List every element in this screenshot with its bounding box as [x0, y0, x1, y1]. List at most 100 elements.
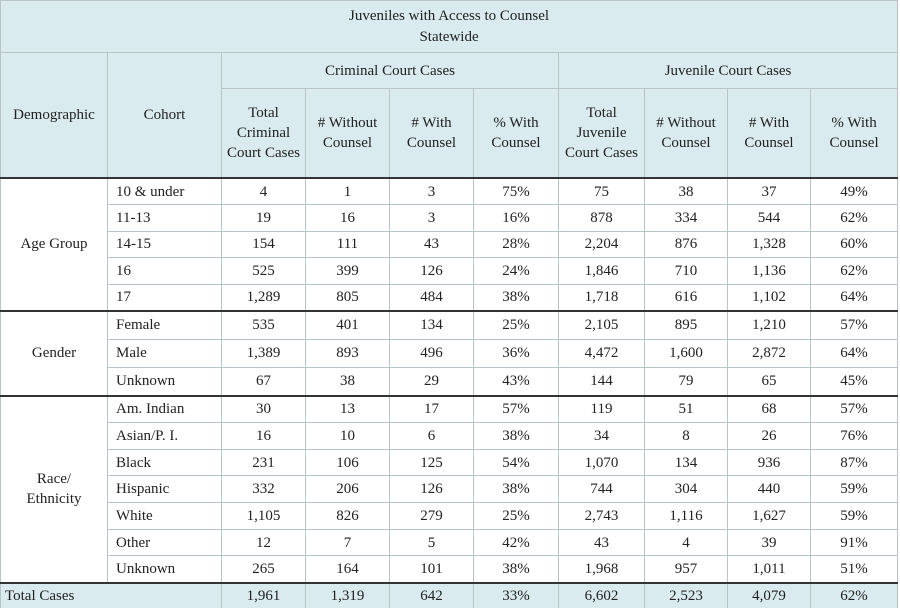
cohort-label: 11-13	[107, 204, 222, 232]
data-cell: 895	[644, 309, 728, 340]
data-cell: 43	[389, 230, 474, 259]
data-row: White 1,105 826 279 25% 2,743 1,116 1,627 59%	[1, 502, 899, 530]
data-cell: 744	[558, 475, 645, 504]
cohort-label: Hispanic	[107, 475, 222, 504]
data-cell: 5	[389, 528, 474, 557]
data-cell: 440	[727, 475, 811, 504]
data-cell: 38	[644, 177, 728, 206]
total-label: Total Cases	[0, 581, 222, 608]
data-cell: 64%	[809, 338, 899, 369]
data-cell: 45%	[809, 367, 899, 397]
subtitle: Statewide	[419, 28, 479, 45]
data-cell: 3	[389, 177, 474, 206]
data-cell: 59%	[809, 502, 899, 530]
data-cell: 30	[221, 394, 306, 424]
data-cell: 805	[305, 283, 390, 312]
total-cell: 1,961	[221, 581, 306, 608]
data-cell: 164	[305, 555, 390, 584]
cohort-label: Unknown	[107, 367, 222, 397]
data-cell: 57%	[809, 309, 899, 340]
data-cell: 38%	[473, 555, 559, 584]
total-cell: 6,602	[558, 581, 645, 608]
cohort-label: 17	[107, 283, 222, 312]
column-header: # With Counsel	[727, 88, 811, 179]
data-cell: 936	[727, 448, 811, 477]
data-row: 17 1,289 805 484 38% 1,718 616 1,102 64%	[1, 283, 899, 312]
data-cell: 957	[644, 555, 728, 584]
data-row: Unknown 67 38 29 43% 144 79 65 45%	[1, 367, 899, 397]
data-row: Gender Female 535 401 134 25% 2,105 895 1,210 57%	[0, 309, 899, 397]
data-cell: 111	[305, 230, 390, 259]
data-cell: 38%	[473, 283, 559, 312]
demographic-label: Age Group	[0, 177, 108, 312]
data-cell: 484	[389, 283, 474, 312]
group-header: Criminal Court Cases	[221, 52, 559, 89]
data-cell: 68	[727, 394, 811, 424]
total-cell: 4,079	[727, 581, 811, 608]
data-cell: 16	[305, 204, 390, 232]
total-cell: 2,523	[644, 581, 728, 608]
data-row: Other 12 7 5 42% 43 4 39 91%	[1, 528, 899, 557]
title-row: Juveniles with Access to Counsel Statewid…	[0, 0, 899, 53]
data-cell: 51	[644, 394, 728, 424]
data-cell: 1,389	[221, 338, 306, 369]
data-cell: 2,743	[558, 502, 645, 530]
data-cell: 75%	[473, 177, 559, 206]
data-cell: 1,136	[727, 257, 811, 285]
data-cell: 876	[644, 230, 728, 259]
data-cell: 1,846	[558, 257, 645, 285]
cohort-label: Unknown	[107, 555, 222, 584]
cohort-label: Am. Indian	[107, 394, 222, 424]
data-cell: 91%	[809, 528, 899, 557]
data-cell: 893	[305, 338, 390, 369]
data-cell: 57%	[473, 394, 559, 424]
title: Juveniles with Access to Counsel	[349, 7, 550, 24]
demographic-label: Gender	[0, 309, 108, 397]
column-header: # Without Counsel	[305, 88, 390, 179]
data-cell: 126	[389, 257, 474, 285]
data-cell: 119	[558, 394, 645, 424]
group-header: Juvenile Court Cases	[557, 52, 899, 89]
data-cell: 28%	[473, 230, 559, 259]
data-cell: 304	[644, 475, 728, 504]
data-cell: 38	[305, 367, 390, 397]
data-cell: 106	[305, 448, 390, 477]
data-cell: 25%	[473, 502, 559, 530]
data-cell: 4	[644, 528, 728, 557]
title-cell: Juveniles with Access to Counsel Statewid…	[0, 0, 899, 53]
data-cell: 54%	[473, 448, 559, 477]
data-cell: 535	[221, 309, 306, 340]
data-cell: 37	[727, 177, 811, 206]
data-cell: 134	[644, 448, 728, 477]
data-cell: 42%	[473, 528, 559, 557]
data-cell: 24%	[473, 257, 559, 285]
data-cell: 4	[221, 177, 306, 206]
data-cell: 13	[305, 394, 390, 424]
data-cell: 67	[221, 367, 306, 397]
data-cell: 525	[221, 257, 306, 285]
data-cell: 154	[221, 230, 306, 259]
cohort-label: 14-15	[107, 230, 222, 259]
data-row: 11-13 19 16 3 16% 878 334 544 62%	[1, 204, 899, 232]
data-cell: 1,116	[644, 502, 728, 530]
column-row: Total Criminal Court Cases # Without Coun…	[0, 88, 899, 179]
data-cell: 59%	[809, 475, 899, 504]
data-cell: 1,968	[558, 555, 645, 584]
column-header: % With Counsel	[473, 88, 559, 179]
data-cell: 62%	[809, 204, 899, 232]
data-cell: 2,872	[727, 338, 811, 369]
data-cell: 401	[305, 309, 390, 340]
data-cell: 279	[389, 502, 474, 530]
total-cell: 33%	[473, 581, 559, 608]
total-cell: 1,319	[305, 581, 390, 608]
data-cell: 12	[221, 528, 306, 557]
data-cell: 49%	[809, 177, 899, 206]
data-cell: 43%	[473, 367, 559, 397]
total-row: Total Cases 1,961 1,319 642 33% 6,602 2,523 4,0…	[0, 581, 899, 608]
data-cell: 26	[727, 422, 811, 450]
data-cell: 57%	[809, 394, 899, 424]
data-cell: 36%	[473, 338, 559, 369]
data-cell: 1,102	[727, 283, 811, 312]
column-header: # With Counsel	[389, 88, 474, 179]
